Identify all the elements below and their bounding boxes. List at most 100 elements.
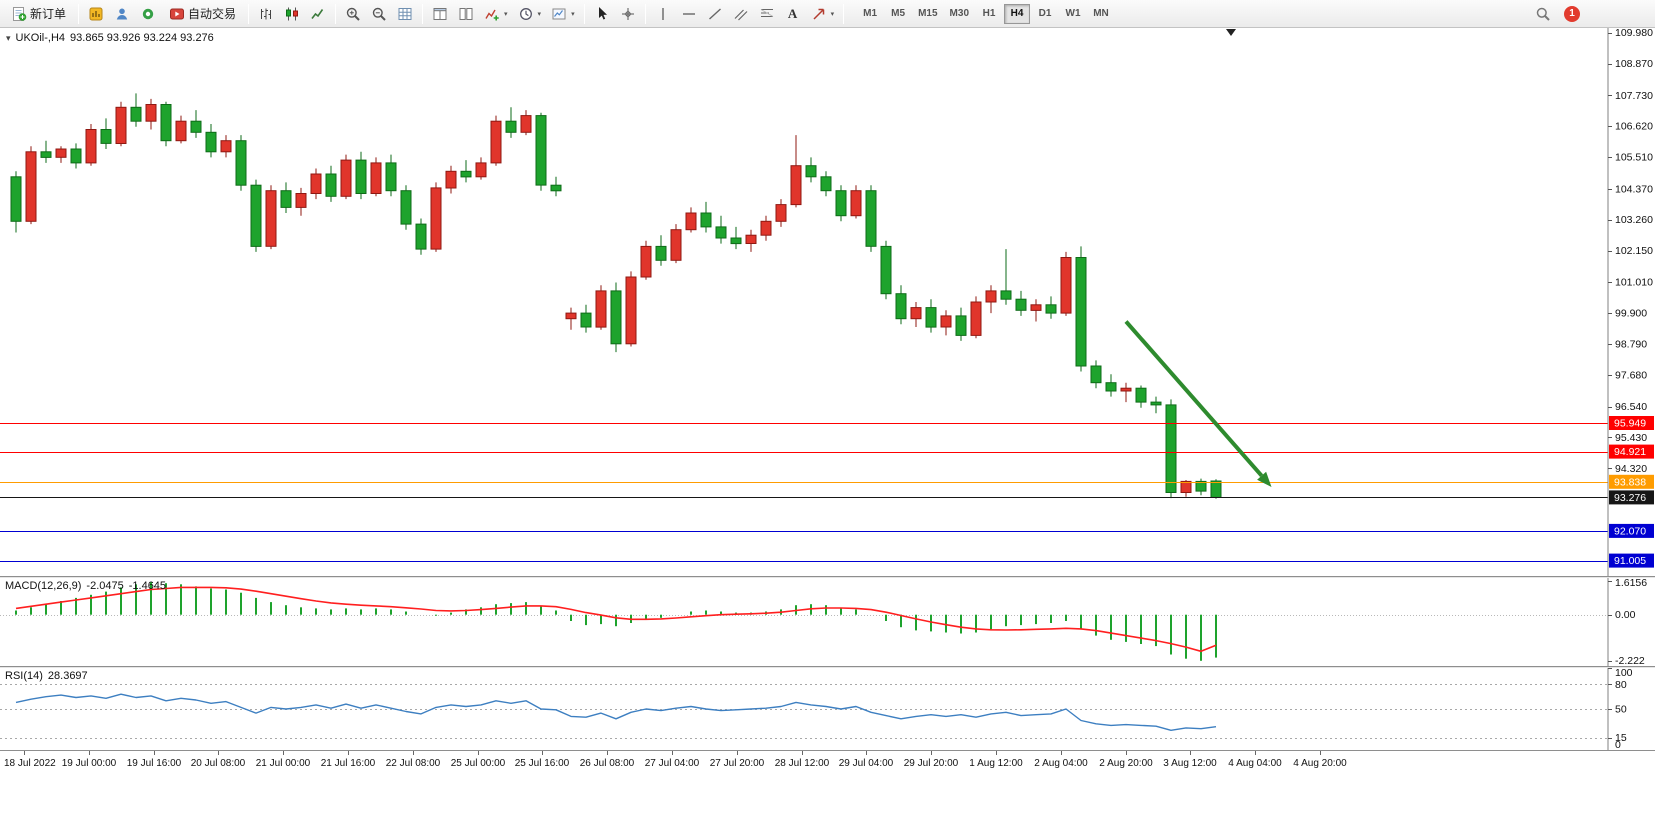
line-chart-icon — [311, 8, 324, 19]
time-label: 19 Jul 00:00 — [61, 758, 117, 769]
new-chart-button[interactable] — [84, 2, 108, 26]
chevron-down-icon: ▾ — [504, 10, 508, 18]
notification-badge[interactable]: 1 — [1564, 5, 1580, 22]
arrange-windows-icon — [433, 7, 447, 20]
trendline-tool-button[interactable] — [703, 2, 727, 26]
time-tick — [1061, 751, 1062, 755]
zoom-in-icon — [346, 7, 360, 21]
zoom-out-button[interactable] — [367, 2, 391, 26]
periods-button[interactable]: ▾ — [514, 2, 546, 26]
grid-button[interactable] — [393, 2, 417, 26]
toolbar-separator — [422, 3, 424, 24]
one-click-trading-toggle[interactable]: ▾ — [6, 32, 11, 43]
timeframe-button-m15[interactable]: M15 — [913, 4, 942, 24]
panel-splitter[interactable] — [0, 576, 1655, 578]
template-chart-icon — [552, 8, 566, 19]
svg-text:0: 0 — [1615, 739, 1621, 750]
price-level-badges: 95.949 94.921 93.838 93.276 92.070 91.005 — [1609, 416, 1654, 568]
macd-header: MACD(12,26,9) -2.0475 -1.4645 — [5, 580, 166, 592]
price-badge: 95.949 — [1609, 416, 1654, 430]
main-chart-canvas[interactable]: 109.980 108.870 107.730 106.620 105.510 104.3… — [0, 28, 1655, 576]
rsi-level-lines — [0, 684, 1608, 739]
horizontal-line-tool-button[interactable] — [677, 2, 701, 26]
chevron-down-icon: ▾ — [830, 10, 835, 18]
price-tick: 107.730 — [1615, 90, 1653, 102]
grid-icon — [398, 7, 412, 20]
bar-chart-button[interactable] — [254, 2, 278, 26]
autotrading-button[interactable]: 自动交易 — [162, 2, 243, 26]
trend-arrow[interactable] — [1124, 320, 1272, 488]
timeframe-button-w1[interactable]: W1 — [1060, 4, 1086, 24]
bottom-spacer — [0, 776, 1655, 824]
time-tick — [413, 751, 414, 755]
svg-text:1.6156: 1.6156 — [1615, 578, 1647, 589]
time-axis[interactable]: 18 Jul 2022 19 Jul 00:00 19 Jul 16:00 20 Ju… — [0, 750, 1655, 776]
rsi-label: RSI(14) — [5, 670, 43, 682]
search-button[interactable] — [1531, 2, 1555, 26]
text-tool-button[interactable]: A — [781, 2, 805, 26]
toolbar-separator — [843, 3, 845, 24]
market-watch-button[interactable] — [136, 2, 160, 26]
panel-splitter[interactable] — [0, 666, 1655, 668]
timeframe-toolbar: M1 M5 M15 M30 H1 H4 D1 W1 MN — [856, 3, 1115, 24]
gold-chart-icon — [89, 7, 103, 20]
timeframe-button-mn[interactable]: MN — [1088, 4, 1114, 24]
price-tick: 108.870 — [1615, 58, 1653, 70]
arrange-windows-button[interactable] — [428, 2, 452, 26]
time-label: 19 Jul 16:00 — [126, 758, 182, 769]
svg-text:15: 15 — [1615, 732, 1627, 744]
vertical-line-icon — [661, 7, 664, 20]
timeframe-button-h4[interactable]: H4 — [1004, 3, 1030, 24]
new-order-label: 新订单 — [30, 7, 67, 21]
tile-windows-button[interactable] — [454, 2, 478, 26]
timeframe-button-m30[interactable]: M30 — [945, 4, 974, 24]
toolbar-separator — [644, 3, 646, 24]
profiles-button[interactable] — [110, 2, 134, 26]
timeframe-button-h1[interactable]: H1 — [976, 4, 1002, 24]
arrows-tool-button[interactable]: ▾ — [807, 2, 839, 26]
toolbar-separator — [248, 3, 250, 24]
vertical-line-tool-button[interactable] — [651, 2, 675, 26]
time-tick — [478, 751, 479, 755]
time-tick — [348, 751, 349, 755]
indicators-icon — [485, 9, 499, 20]
timeframe-button-d1[interactable]: D1 — [1032, 4, 1058, 24]
line-chart-button[interactable] — [306, 2, 330, 26]
timeframe-button-m1[interactable]: M1 — [857, 4, 883, 24]
time-label: 26 Jul 08:00 — [579, 758, 635, 769]
new-order-button[interactable]: 新订单 — [4, 2, 73, 26]
toolbar-separator — [583, 3, 585, 24]
channel-tool-button[interactable] — [729, 2, 753, 26]
macd-canvas[interactable]: 1.6156 0.00 -2.222 — [0, 578, 1655, 666]
time-tick — [283, 751, 284, 755]
svg-text:0.00: 0.00 — [1615, 609, 1636, 621]
cursor-button[interactable] — [590, 2, 614, 26]
price-tick: 106.620 — [1615, 121, 1653, 133]
autotrading-label: 自动交易 — [188, 7, 237, 21]
indicators-button[interactable]: ▾ — [480, 2, 512, 26]
zoom-in-button[interactable] — [341, 2, 365, 26]
ohlc-values: 93.865 93.926 93.224 93.276 — [70, 32, 214, 44]
cursor-icon — [598, 6, 607, 19]
time-label: 29 Jul 20:00 — [903, 758, 959, 769]
price-badge: 94.921 — [1609, 444, 1654, 459]
crosshair-button[interactable] — [616, 2, 640, 26]
time-tick — [737, 751, 738, 755]
time-label: 1 Aug 12:00 — [969, 758, 1023, 769]
svg-text:93.838: 93.838 — [1614, 476, 1646, 488]
toolbar-right-group: 1 — [1530, 2, 1580, 26]
fibonacci-tool-button[interactable] — [755, 2, 779, 26]
rsi-panel: 100 80 50 15 0 RSI(14) 28.3697 — [0, 668, 1655, 750]
price-tick: 94.320 — [1615, 463, 1647, 475]
horizontal-level-lines[interactable] — [0, 423, 1608, 562]
candlestick-chart-button[interactable] — [280, 2, 304, 26]
macd-signal-value: -1.4645 — [128, 580, 167, 592]
price-tick: 105.510 — [1615, 152, 1653, 164]
symbol-period-label: UKOil-,H4 — [15, 32, 66, 44]
timeframe-button-m5[interactable]: M5 — [885, 4, 911, 24]
chart-title: ▾ UKOil-,H4 93.865 93.926 93.224 93.276 — [6, 32, 214, 44]
main-chart-panel: 109.980 108.870 107.730 106.620 105.510 104.3… — [0, 28, 1655, 576]
chart-shift-marker[interactable] — [1226, 29, 1236, 36]
templates-button[interactable]: ▾ — [547, 2, 579, 26]
